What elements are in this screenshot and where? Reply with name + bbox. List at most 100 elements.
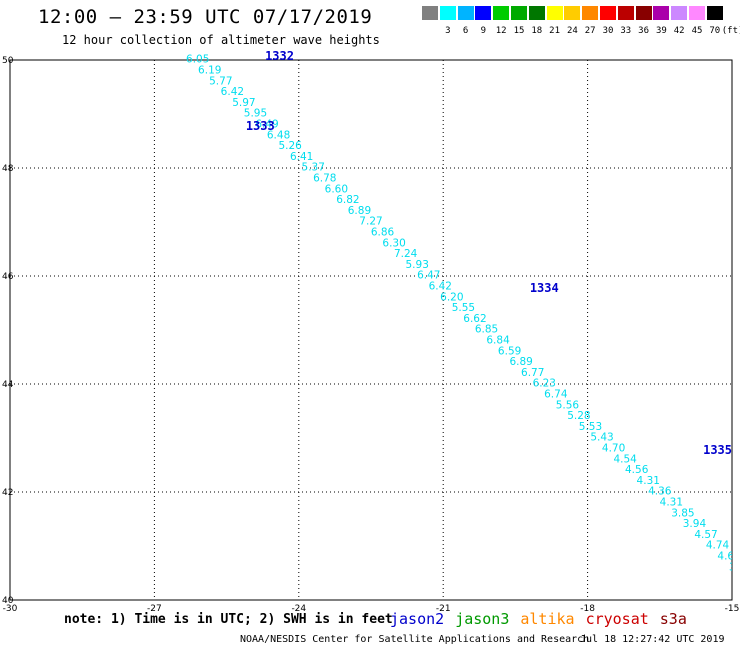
swh-value: 5.37: [302, 162, 325, 174]
legend-label: 24: [566, 26, 578, 36]
swh-value: 6.20: [440, 291, 463, 303]
legend-swatch: [617, 6, 634, 20]
map-frame: [9, 59, 733, 601]
swh-value: 7.24: [394, 248, 418, 260]
legend-swatch: [475, 6, 492, 20]
swh-value: 5.55: [452, 302, 475, 314]
legend-swatch: [689, 6, 705, 20]
swh-value: 6.62: [463, 313, 486, 325]
swh-value: 4.62: [717, 551, 740, 563]
legend-swatch: [439, 6, 456, 20]
swh-value: 6.82: [336, 194, 359, 206]
swh-value: 5.43: [590, 432, 613, 444]
mission-label: cryosat: [585, 610, 649, 628]
mission-label: jason2: [390, 610, 445, 628]
swh-value: 6.19: [198, 65, 221, 77]
lon-tick-label: -15: [725, 604, 740, 614]
credit-text: NOAA/NESDIS Center for Satellite Applica…: [240, 634, 590, 645]
legend-label: 27: [584, 26, 596, 36]
legend-swatch: [511, 6, 527, 20]
swh-value: 4.74: [706, 540, 730, 552]
swh-value: 3.85: [671, 507, 694, 519]
swh-value: 5.93: [406, 259, 429, 271]
swh-value: 5.26: [278, 140, 302, 152]
swh-value: 6.48: [267, 129, 290, 141]
swh-value: 5.56: [556, 399, 580, 411]
swh-value: 4.54: [613, 453, 637, 465]
legend-swatch: [564, 6, 581, 20]
swh-value: 6.59: [498, 345, 521, 357]
lon-tick-label: -24: [291, 604, 306, 614]
swh-value: 3.85: [729, 561, 740, 573]
generation-timestamp: Jul 18 12:27:42 UTC 2019: [580, 634, 725, 645]
swh-value: 6.77: [521, 367, 544, 379]
swh-value: 5.97: [232, 97, 255, 109]
legend-label: 18: [531, 26, 543, 36]
legend-label: 39: [655, 26, 667, 36]
legend-swatch: [582, 6, 599, 20]
swh-value: 6.05: [186, 54, 209, 66]
legend-swatch: [671, 6, 688, 20]
legend-swatch: [422, 6, 438, 20]
swh-value: 7.27: [359, 216, 382, 228]
legend-label: 36: [638, 26, 650, 36]
lat-tick-label: 40: [2, 596, 14, 606]
legend-label: 42: [673, 26, 685, 36]
swh-value: 6.89: [348, 205, 371, 217]
lat-tick-label: 46: [2, 272, 14, 282]
lon-tick-label: -21: [436, 604, 451, 614]
swh-value: 6.30: [382, 237, 405, 249]
lat-tick-label: 44: [2, 380, 14, 390]
legend-swatch: [546, 6, 563, 20]
legend-label: 30: [602, 26, 614, 36]
pass-number-label: 1334: [530, 281, 559, 295]
lat-tick-label: 48: [2, 164, 14, 174]
swh-value: 4.36: [648, 486, 672, 498]
legend-label: 21: [549, 26, 561, 36]
pass-number-label: 1335: [703, 443, 732, 457]
legend-swatch: [457, 6, 474, 20]
legend-label: 15: [513, 26, 525, 36]
swh-value: 6.86: [371, 227, 395, 239]
legend-label: 6: [462, 26, 469, 36]
swh-value: 6.60: [325, 183, 348, 195]
mission-legend: jason2 jason3 altika cryosat s3a: [390, 610, 698, 628]
swh-value: 6.84: [486, 335, 510, 347]
legend-unit: (ft): [721, 26, 740, 36]
swh-value: 6.41: [290, 151, 313, 163]
swh-value: 6.42: [221, 86, 244, 98]
pass-number-label: 1332: [265, 49, 294, 63]
legend-swatch: [600, 6, 616, 20]
swh-value: 4.57: [694, 529, 717, 541]
swh-value: 6.49: [255, 119, 278, 131]
swh-value: 4.31: [660, 497, 683, 509]
lon-tick-label: -18: [580, 604, 595, 614]
swh-value: 4.31: [637, 475, 660, 487]
mission-label: jason3: [455, 610, 510, 628]
page-subtitle: 12 hour collection of altimeter wave hei…: [62, 33, 380, 47]
lat-tick-label: 42: [2, 488, 13, 498]
legend-swatch: [635, 6, 652, 20]
swh-value: 6.47: [417, 270, 440, 282]
legend-label: 45: [691, 26, 703, 36]
legend-swatch: [706, 6, 723, 20]
legend-label: 3: [445, 26, 451, 36]
legend-swatch: [653, 6, 670, 20]
mission-label: altika: [520, 610, 575, 628]
swh-value: 3.94: [683, 518, 707, 530]
swh-value: 6.74: [544, 389, 568, 401]
pass-number-label: 1333: [246, 119, 275, 133]
legend-label: 33: [620, 26, 632, 36]
swh-value: 4.56: [625, 464, 649, 476]
mission-label: s3a: [659, 610, 687, 628]
swh-value: 5.53: [579, 421, 602, 433]
footer-note: note: 1) Time is in UTC; 2) SWH is in fe…: [64, 612, 393, 627]
legend-swatch: [493, 6, 510, 20]
legend-label: 70: [709, 26, 721, 36]
swh-value: 5.28: [567, 410, 590, 422]
legend-label: 9: [480, 26, 487, 36]
swh-value: 6.78: [313, 173, 336, 185]
lon-tick-label: -30: [3, 604, 18, 614]
